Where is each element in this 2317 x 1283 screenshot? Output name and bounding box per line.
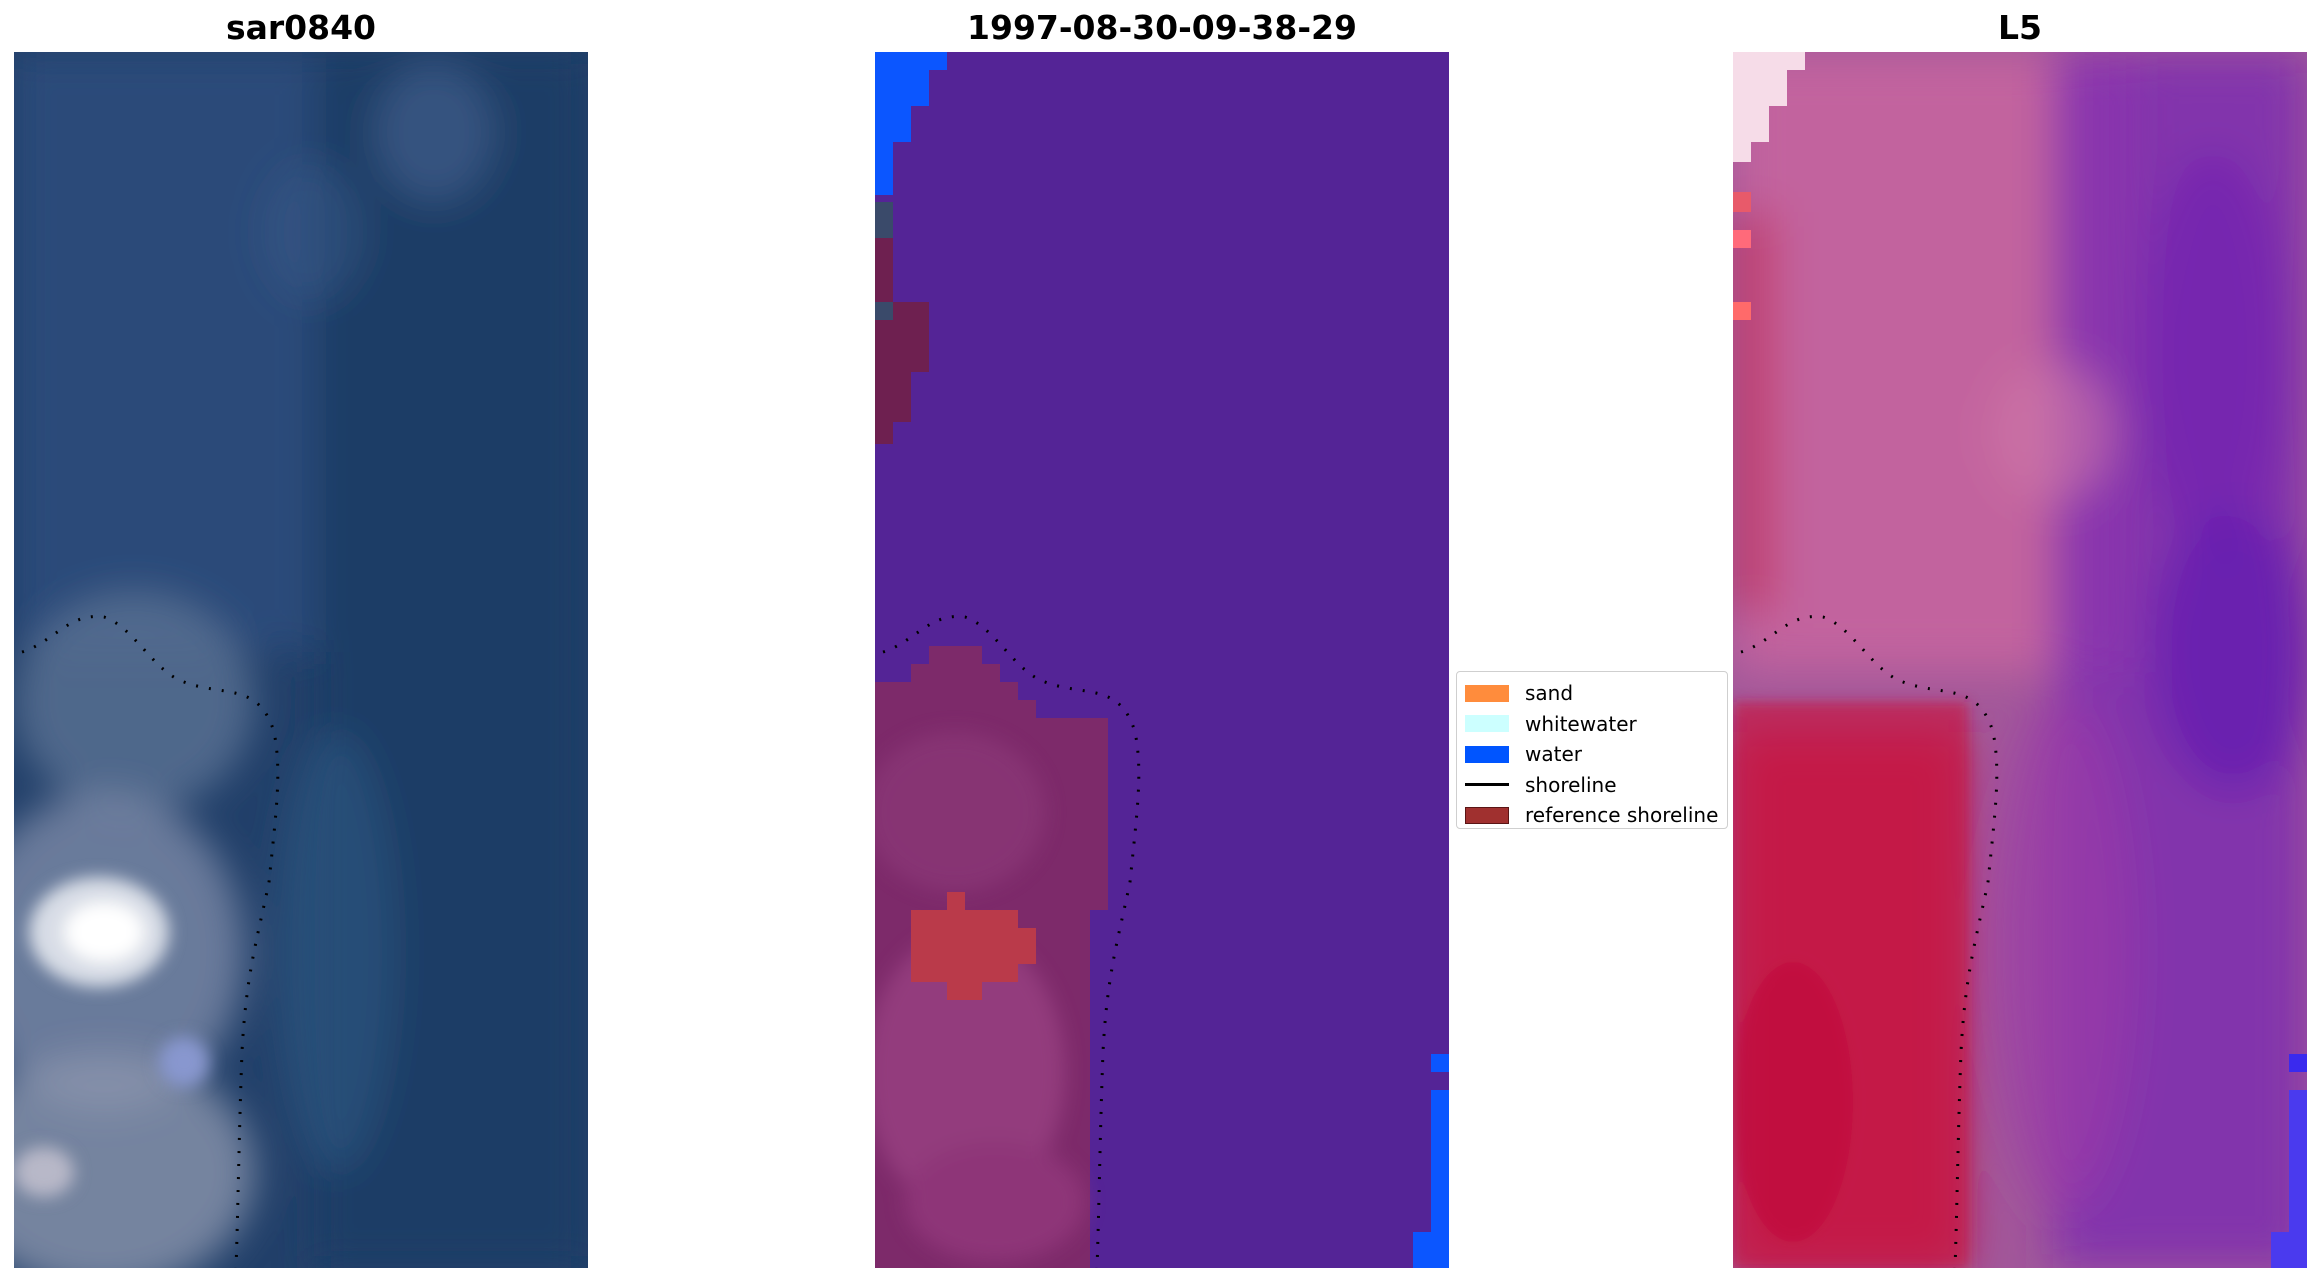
legend-swatch-water: [1465, 745, 1509, 763]
index-image: [1733, 52, 2307, 1268]
panel-title-index: L5: [1998, 8, 2042, 47]
legend-label: whitewater: [1525, 711, 1637, 736]
legend-item-water: water: [1465, 739, 1727, 770]
legend-swatch-reference-shoreline: [1465, 806, 1509, 824]
shoreline-path: [1740, 614, 1999, 1268]
legend-label: reference shoreline: [1525, 803, 1719, 828]
legend-swatch-whitewater: [1465, 715, 1509, 733]
rgb-image: [14, 52, 588, 1268]
legend-item-shoreline: shoreline: [1465, 770, 1727, 801]
classified-image-panel: [875, 52, 1449, 1268]
panel-title-rgb: sar0840: [225, 8, 377, 47]
legend-label: water: [1525, 742, 1582, 767]
legend-swatch-sand: [1465, 684, 1509, 702]
panel-title-classified: 1997-08-30-09-38-29: [967, 8, 1357, 47]
legend-label: shoreline: [1525, 772, 1617, 797]
shoreline-path: [21, 614, 280, 1268]
classified-image: [875, 52, 1449, 1268]
index-image-panel: [1733, 52, 2307, 1268]
legend: sand whitewater water shoreline referenc…: [1456, 671, 1728, 829]
legend-item-reference-shoreline: reference shoreline: [1465, 800, 1727, 831]
legend-line-shoreline: [1465, 783, 1509, 787]
shoreline-path: [882, 614, 1141, 1268]
legend-label: sand: [1525, 681, 1574, 706]
legend-item-whitewater: whitewater: [1465, 709, 1727, 740]
rgb-image-panel: [14, 52, 588, 1268]
legend-item-sand: sand: [1465, 678, 1727, 709]
